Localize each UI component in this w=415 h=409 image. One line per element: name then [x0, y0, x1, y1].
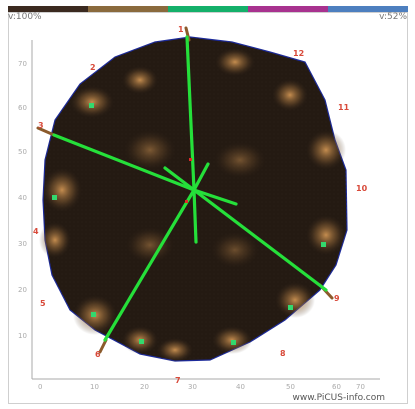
y-axis-ticks: 10 20 30 40 50 60 70 — [18, 60, 27, 340]
scale-seg-blue — [328, 6, 408, 12]
plot-frame — [8, 12, 408, 404]
color-scale-bar — [8, 6, 408, 12]
x-tick-20: 20 — [140, 383, 149, 391]
sensor-10: 10 — [356, 184, 368, 193]
sensor-9: 9 — [334, 294, 340, 303]
right-value: v:52% — [379, 12, 407, 22]
scale-seg-brown — [88, 6, 168, 12]
density-highlights — [39, 48, 346, 362]
left-value: v:100% — [8, 12, 42, 22]
x-tick-0: 0 — [38, 383, 42, 391]
sensor-5: 5 — [40, 299, 46, 308]
scale-seg-purple — [248, 6, 328, 12]
y-tick-30: 30 — [18, 240, 27, 248]
sensor-7: 7 — [175, 376, 181, 385]
x-axis-ticks: 0 10 20 30 40 50 60 70 — [38, 383, 365, 391]
y-tick-70: 70 — [18, 60, 27, 68]
sensor-3: 3 — [38, 121, 44, 130]
sensor-11: 11 — [338, 103, 350, 112]
sensor-12: 12 — [293, 49, 304, 58]
x-tick-70: 70 — [356, 383, 365, 391]
sensor-2: 2 — [90, 63, 96, 72]
x-tick-40: 40 — [236, 383, 245, 391]
y-tick-20: 20 — [18, 286, 27, 294]
scale-seg-dark — [8, 6, 88, 12]
measurement-lines — [52, 35, 328, 342]
y-tick-60: 60 — [18, 104, 27, 112]
x-tick-50: 50 — [286, 383, 295, 391]
footer-site: www.PiCUS-info.com — [292, 393, 385, 403]
x-tick-60: 60 — [332, 383, 341, 391]
sensor-labels: 1 2 3 4 5 6 7 8 9 10 11 12 — [33, 25, 368, 385]
sensor-8: 8 — [280, 349, 286, 358]
center-points — [185, 158, 192, 203]
y-tick-10: 10 — [18, 332, 27, 340]
sensor-4: 4 — [33, 227, 39, 236]
sensor-6: 6 — [95, 350, 101, 359]
y-tick-40: 40 — [18, 194, 27, 202]
sensor-1: 1 — [178, 25, 184, 34]
x-tick-30: 30 — [188, 383, 197, 391]
x-tick-10: 10 — [90, 383, 99, 391]
scale-seg-green — [168, 6, 248, 12]
green-markers — [52, 103, 326, 345]
plot-axes — [31, 40, 380, 380]
y-tick-50: 50 — [18, 148, 27, 156]
